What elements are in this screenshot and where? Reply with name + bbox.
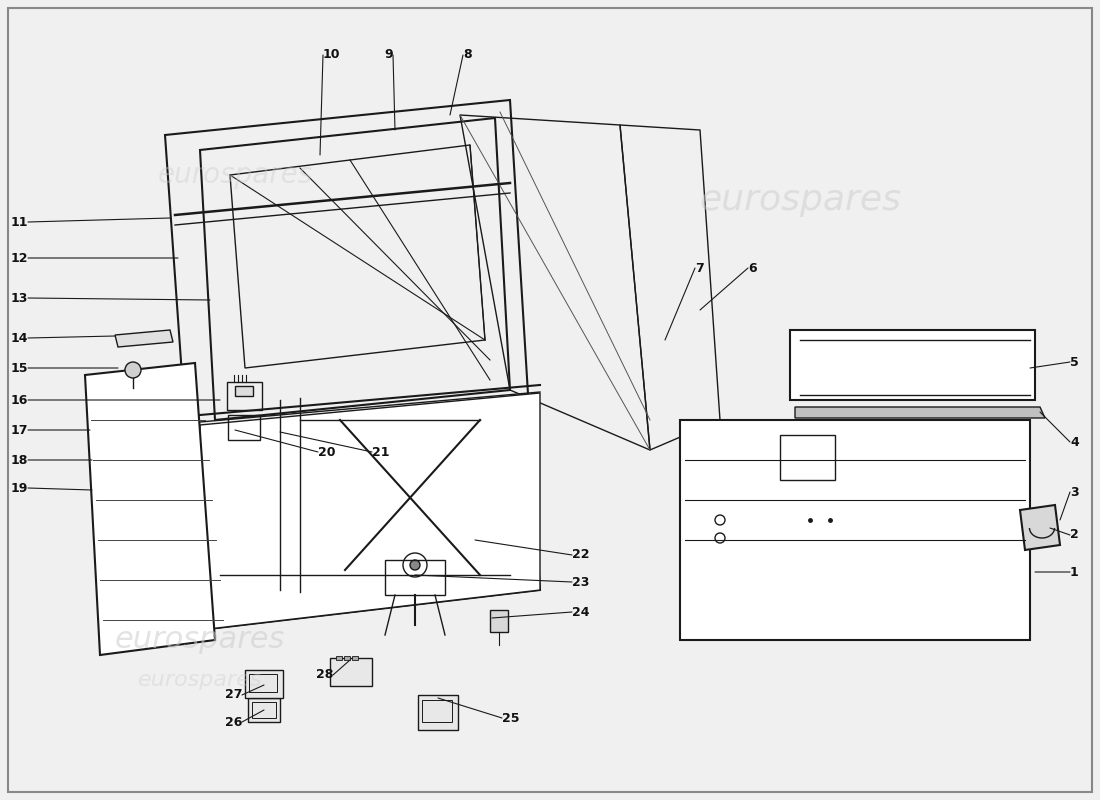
Text: 16: 16	[11, 394, 28, 406]
Text: 4: 4	[1070, 435, 1079, 449]
Polygon shape	[790, 330, 1035, 400]
Text: 25: 25	[502, 711, 519, 725]
Text: 9: 9	[384, 49, 393, 62]
Text: 6: 6	[748, 262, 757, 274]
Polygon shape	[795, 407, 1045, 418]
Text: 8: 8	[463, 49, 472, 62]
Text: eurospares: eurospares	[114, 626, 285, 654]
Text: 18: 18	[11, 454, 28, 466]
Text: 21: 21	[372, 446, 389, 458]
Bar	[248, 698, 280, 722]
Bar	[780, 435, 835, 480]
Text: 23: 23	[572, 575, 590, 589]
Bar	[385, 560, 446, 595]
Bar	[228, 415, 260, 440]
Text: 17: 17	[11, 423, 28, 437]
Polygon shape	[85, 363, 214, 655]
Bar	[245, 670, 283, 698]
Text: 10: 10	[323, 49, 341, 62]
Text: 19: 19	[11, 482, 28, 494]
Text: 2: 2	[1070, 529, 1079, 542]
Text: 12: 12	[11, 251, 28, 265]
Text: 14: 14	[11, 331, 28, 345]
Text: 15: 15	[11, 362, 28, 374]
Circle shape	[410, 560, 420, 570]
Polygon shape	[116, 330, 173, 347]
Text: 20: 20	[318, 446, 336, 458]
Text: eurospares: eurospares	[138, 670, 262, 690]
Bar	[422, 700, 452, 722]
Text: 24: 24	[572, 606, 590, 618]
Bar	[227, 382, 262, 410]
Text: 28: 28	[316, 669, 333, 682]
Text: eurospares: eurospares	[698, 183, 901, 217]
Text: 11: 11	[11, 215, 28, 229]
Bar	[252, 702, 276, 718]
Polygon shape	[1020, 505, 1060, 550]
Bar	[418, 695, 458, 730]
Polygon shape	[680, 420, 1030, 640]
Text: 5: 5	[1070, 355, 1079, 369]
Bar	[249, 674, 277, 692]
Text: 13: 13	[11, 291, 28, 305]
Bar	[330, 658, 372, 686]
Text: 7: 7	[695, 262, 704, 274]
Text: 1: 1	[1070, 566, 1079, 578]
Bar	[235, 386, 253, 396]
Bar	[352, 656, 358, 660]
Text: 22: 22	[572, 549, 590, 562]
Text: 26: 26	[224, 715, 242, 729]
Bar	[336, 656, 342, 660]
Text: eurospares: eurospares	[157, 161, 312, 189]
Polygon shape	[200, 393, 540, 630]
Text: 27: 27	[224, 689, 242, 702]
Circle shape	[125, 362, 141, 378]
Text: 3: 3	[1070, 486, 1079, 498]
Bar	[490, 610, 508, 632]
Bar	[344, 656, 350, 660]
